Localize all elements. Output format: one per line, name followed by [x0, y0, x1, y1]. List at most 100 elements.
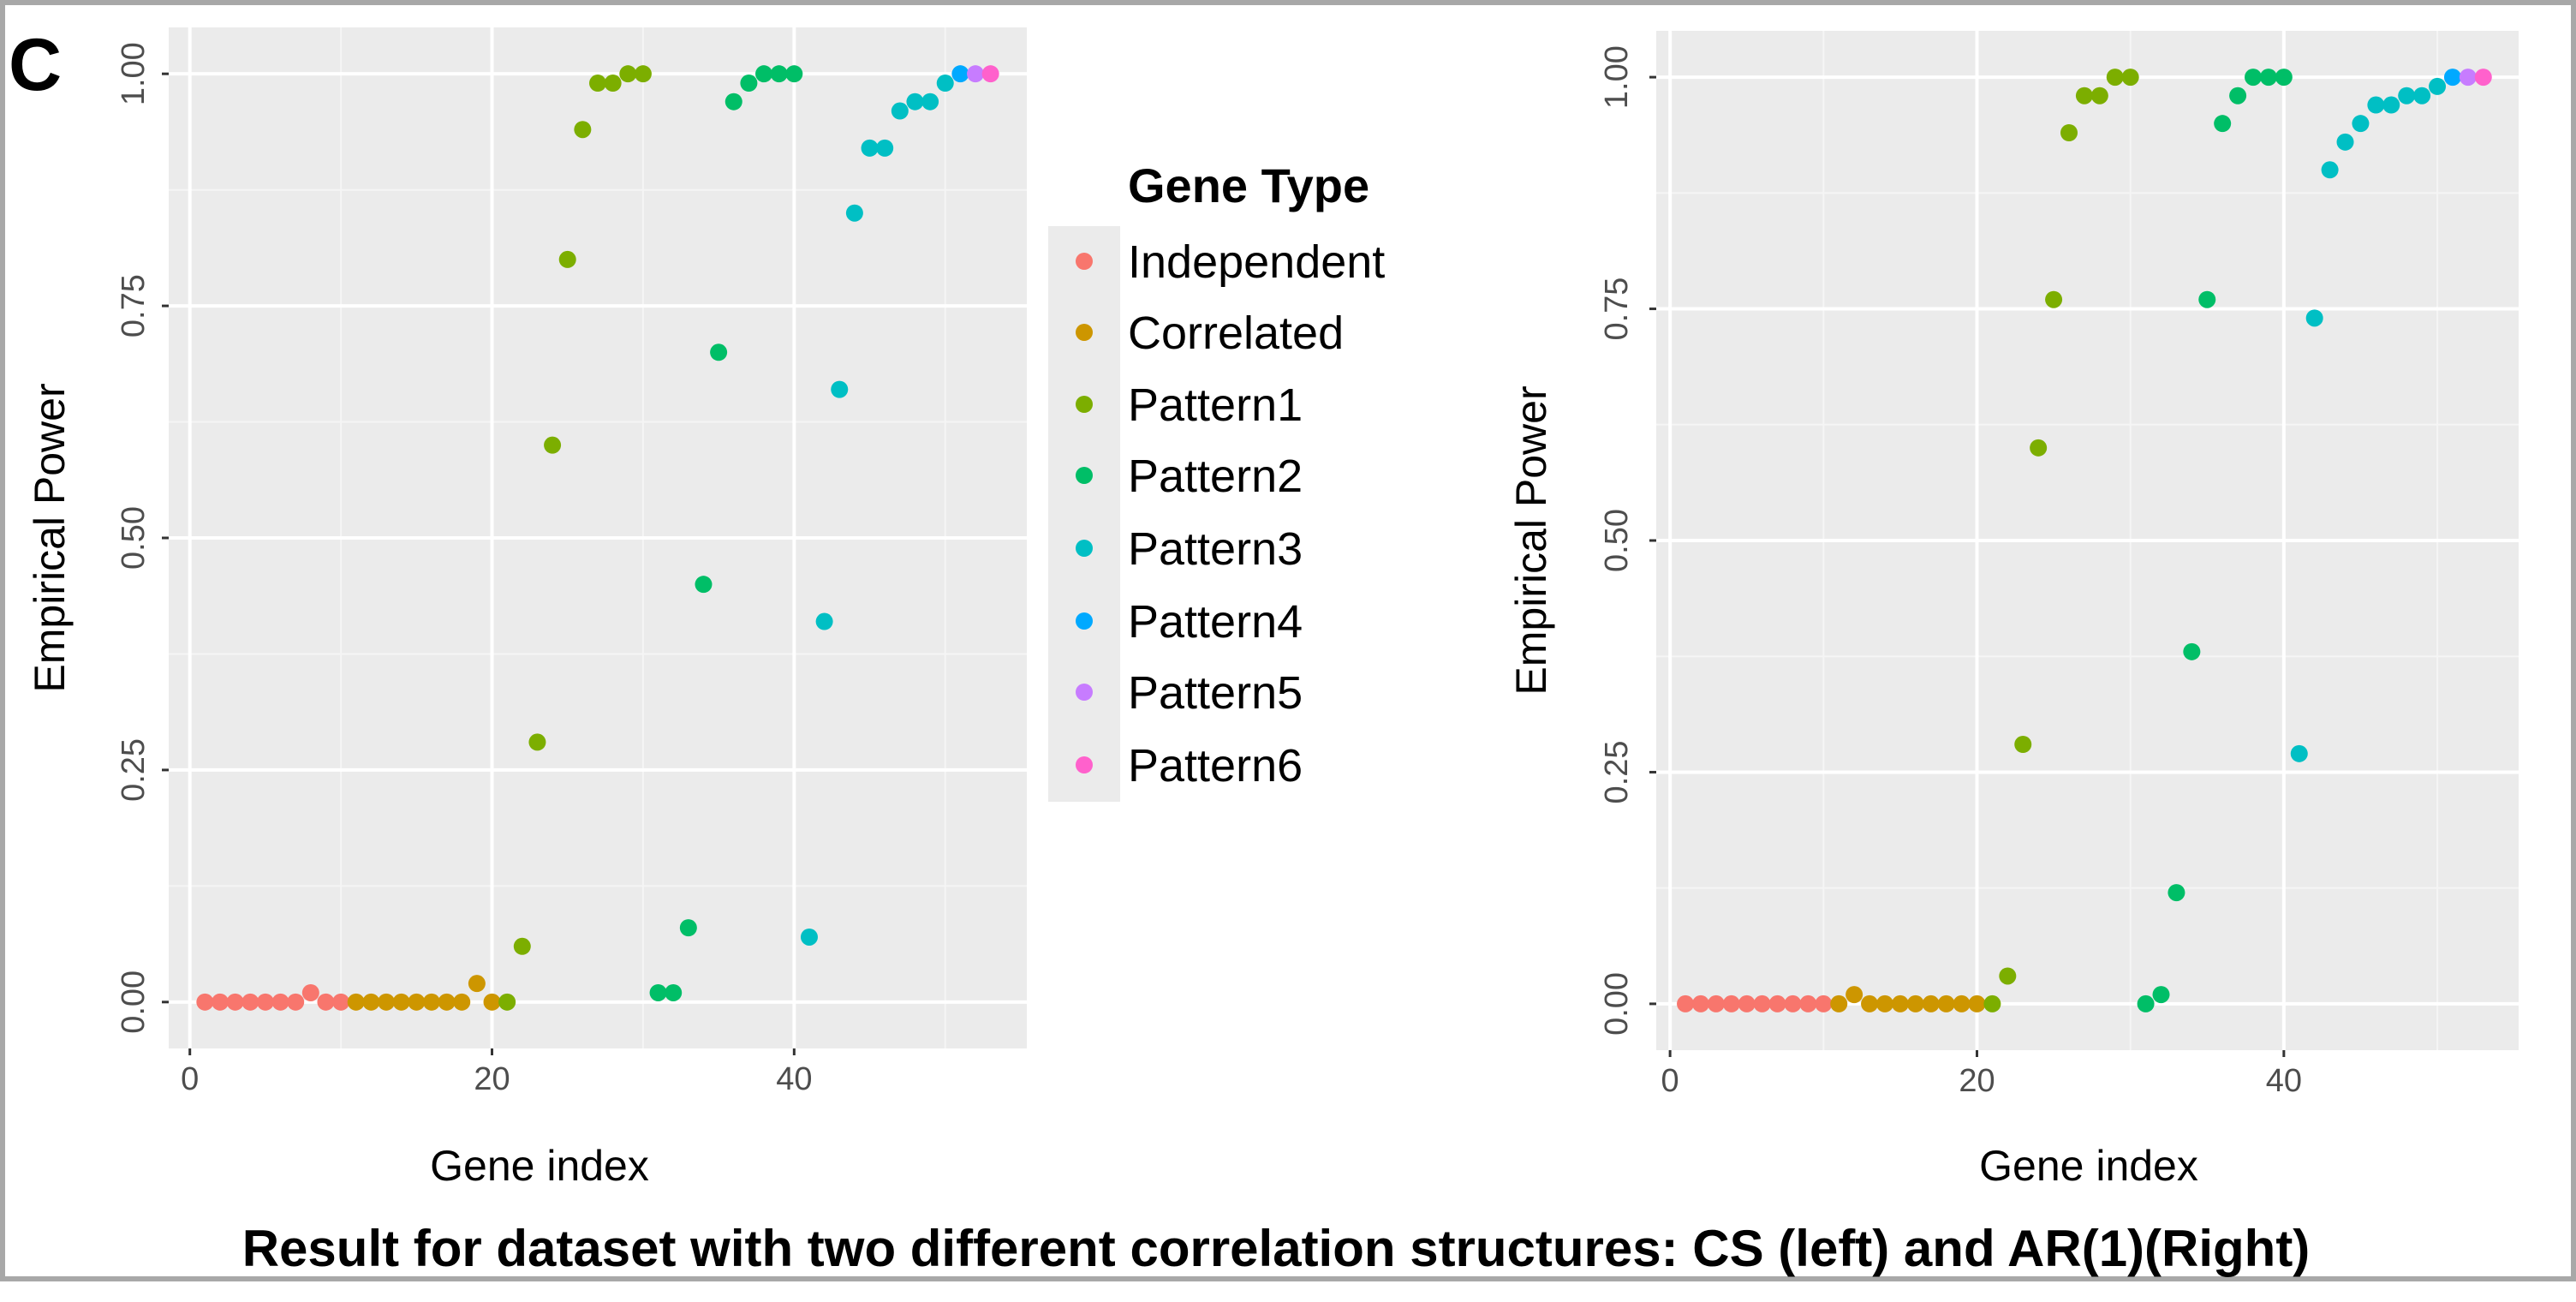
data-point — [513, 937, 531, 955]
data-point — [740, 75, 758, 93]
data-point — [378, 993, 396, 1011]
x-tick-label: 40 — [776, 1061, 812, 1097]
data-point — [2321, 161, 2339, 179]
data-point — [876, 139, 894, 157]
x-tick-label: 0 — [1661, 1063, 1679, 1099]
legend-item: Pattern3 — [1076, 523, 1303, 575]
legend-label: Pattern6 — [1128, 740, 1303, 791]
data-point — [861, 139, 879, 157]
series-pattern2 — [2137, 69, 2293, 1012]
data-point — [2259, 69, 2277, 87]
series-independent — [1677, 994, 1833, 1012]
series-pattern2 — [649, 65, 803, 1001]
data-point — [1968, 994, 1986, 1012]
y-tick-label: 0.50 — [1599, 509, 1635, 572]
data-point — [2352, 115, 2370, 133]
data-point — [936, 75, 954, 93]
series-correlated — [347, 975, 501, 1011]
x-tick-label: 20 — [1959, 1063, 1995, 1099]
legend-key-background — [1048, 226, 1120, 802]
data-point — [2075, 87, 2093, 105]
data-point — [815, 612, 833, 630]
y-tick-label: 0.75 — [1599, 278, 1635, 341]
data-point — [2090, 87, 2108, 105]
data-point — [453, 993, 471, 1011]
legend: Gene Type Independent Correlated Pattern1 P… — [1048, 158, 1385, 802]
data-point — [1738, 994, 1756, 1012]
data-point — [906, 93, 924, 110]
legend-label: Correlated — [1128, 308, 1344, 359]
y-axis-title: Empirical Power — [26, 383, 74, 692]
data-point — [1830, 994, 1848, 1012]
data-point — [1677, 994, 1695, 1012]
data-point — [1722, 994, 1740, 1012]
data-point — [2198, 290, 2216, 308]
data-point — [544, 436, 562, 454]
series-correlated — [1830, 986, 1986, 1012]
legend-swatch — [1076, 253, 1093, 270]
data-point — [438, 993, 456, 1011]
data-point — [2290, 744, 2308, 762]
data-point — [710, 343, 728, 361]
series-pattern5 — [967, 65, 985, 83]
data-point — [408, 993, 426, 1011]
data-point — [1922, 994, 1940, 1012]
data-point — [2443, 69, 2461, 87]
data-point — [2398, 87, 2416, 105]
series-pattern4 — [951, 65, 969, 83]
legend-swatch — [1076, 540, 1093, 557]
x-tick-label: 0 — [181, 1061, 199, 1097]
data-point — [2014, 736, 2032, 753]
data-point — [619, 65, 637, 83]
legend-label: Pattern4 — [1128, 596, 1303, 648]
y-tick-label: 0.00 — [116, 971, 152, 1034]
series-pattern4 — [2443, 69, 2461, 87]
series-pattern6 — [2474, 69, 2492, 87]
data-point — [665, 983, 683, 1001]
panel-letter: C — [9, 24, 62, 106]
y-tick-label: 0.75 — [116, 274, 152, 337]
data-point — [2459, 69, 2477, 87]
legend-swatch — [1076, 612, 1093, 630]
x-tick-label: 20 — [474, 1061, 510, 1097]
data-point — [468, 975, 486, 993]
data-point — [574, 121, 592, 139]
data-point — [256, 993, 274, 1011]
data-point — [1707, 994, 1725, 1012]
data-point — [287, 993, 305, 1011]
data-point — [831, 380, 849, 398]
data-point — [724, 93, 742, 110]
data-point — [891, 102, 909, 120]
legend-item: Pattern5 — [1076, 667, 1303, 719]
legend-item: Pattern4 — [1076, 596, 1303, 648]
series-pattern3 — [800, 75, 954, 946]
data-point — [1753, 994, 1771, 1012]
legend-item: Independent — [1076, 236, 1385, 288]
data-point — [2305, 309, 2323, 327]
series-pattern1 — [1983, 69, 2139, 1012]
legend-swatch — [1076, 324, 1093, 341]
data-point — [226, 993, 244, 1011]
legend-title: Gene Type — [1128, 158, 1369, 212]
data-point — [967, 65, 985, 83]
legend-swatch — [1076, 756, 1093, 773]
data-point — [1768, 994, 1786, 1012]
data-point — [2275, 69, 2293, 87]
data-point — [528, 733, 546, 751]
data-point — [1891, 994, 1909, 1012]
data-point — [242, 993, 259, 1011]
data-point — [589, 75, 606, 93]
data-point — [392, 993, 410, 1011]
data-point — [347, 993, 365, 1011]
legend-item: Pattern1 — [1076, 379, 1303, 431]
data-point — [1784, 994, 1802, 1012]
data-point — [1846, 986, 1863, 1004]
data-point — [2367, 96, 2385, 114]
y-tick-label: 0.50 — [116, 506, 152, 570]
data-point — [845, 204, 863, 222]
x-tick-label: 40 — [2266, 1063, 2302, 1099]
data-point — [271, 993, 289, 1011]
